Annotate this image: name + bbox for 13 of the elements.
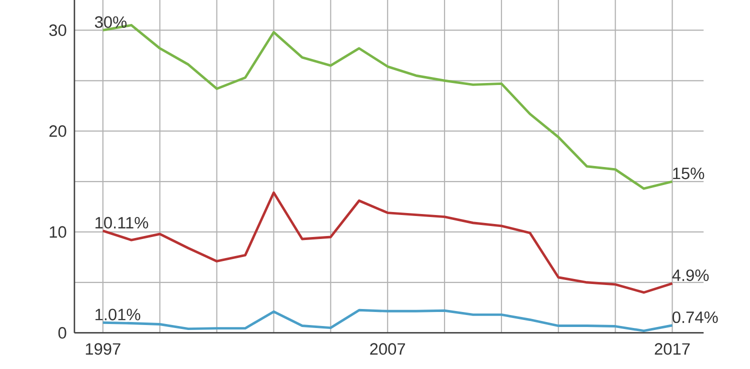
x-tick-label: 2017 <box>654 343 690 355</box>
data-label: 0.74% <box>672 311 718 323</box>
data-label: 30% <box>94 16 127 28</box>
data-label: 1.01% <box>96 308 140 320</box>
data-label: 15% <box>673 168 704 180</box>
y-tick-label: 0 <box>58 326 66 339</box>
y-tick-label: 30 <box>49 24 66 36</box>
data-label: 4.9% <box>672 269 709 281</box>
x-tick-label: 1997 <box>86 343 120 355</box>
y-tick-label: 10 <box>50 226 66 238</box>
x-tick-label: 2007 <box>370 343 406 355</box>
y-tick-label: 20 <box>49 125 66 137</box>
data-label: 10.11% <box>96 216 148 228</box>
